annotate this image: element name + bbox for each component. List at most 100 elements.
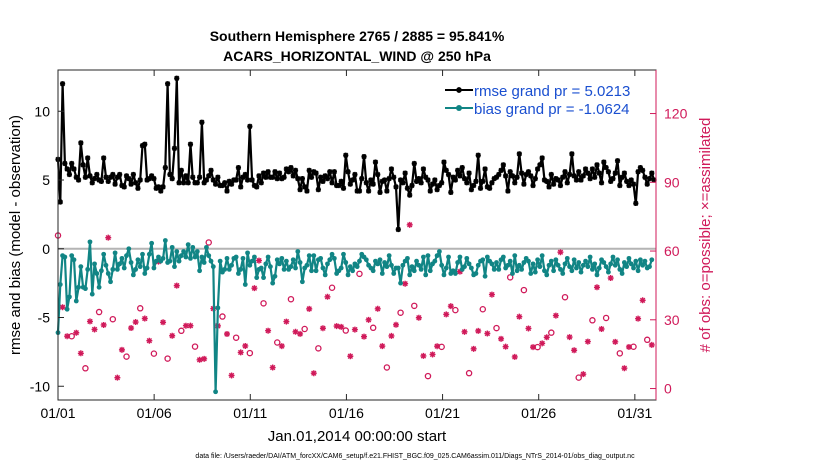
rmse-point (249, 177, 255, 183)
rmse-point (361, 154, 367, 160)
rmse-point (601, 159, 607, 165)
bias-point (580, 262, 586, 268)
rmse-point (644, 181, 650, 187)
rmse-point (190, 174, 196, 180)
obs-assimilated-marker (434, 343, 441, 350)
rmse-point (468, 187, 474, 193)
bias-point (185, 242, 191, 248)
plot-area (58, 70, 656, 400)
bias-point (585, 264, 591, 270)
obs-possible-marker (315, 345, 322, 352)
legend-bias-label: bias grand pr = -1.0624 (474, 101, 630, 118)
rmse-point (123, 173, 130, 179)
bias-point (384, 264, 390, 270)
bias-point (446, 254, 451, 260)
bias-point (592, 261, 598, 267)
rmse-point (162, 165, 168, 171)
obs-assimilated-marker (196, 356, 203, 363)
bias-point (624, 264, 630, 270)
obs-possible-marker (191, 343, 199, 350)
obs-assimilated-marker (77, 350, 84, 357)
bias-point (117, 261, 123, 267)
rmse-point (158, 188, 164, 194)
bias-point (350, 268, 356, 274)
bias-point (544, 272, 550, 278)
rmse-point (560, 174, 566, 180)
obs-assimilated-marker (169, 332, 176, 339)
rmse-point (356, 188, 363, 194)
rmse-point (557, 182, 564, 189)
rmse-point (155, 184, 162, 190)
bias-point (633, 258, 639, 264)
bias-point (357, 258, 362, 264)
obs-assimilated-marker (242, 342, 249, 349)
obs-assimilated-marker (319, 325, 326, 332)
rmse-point (101, 155, 107, 161)
bias-point (105, 271, 111, 276)
obs-possible-marker (150, 350, 158, 357)
bias-point (379, 271, 385, 276)
bias-point (288, 264, 294, 270)
bias-point (338, 265, 344, 271)
bias-point (108, 279, 113, 285)
bias-point (146, 251, 152, 257)
bias-point (626, 255, 632, 261)
rmse-point (171, 145, 178, 151)
rmse-point (404, 185, 411, 191)
obs-possible-marker (520, 286, 528, 294)
bias-point (242, 282, 248, 287)
rmse-point (121, 184, 127, 190)
rmse-point (509, 173, 516, 179)
bias-point (548, 258, 554, 264)
obs-assimilated-marker (187, 322, 194, 329)
rmse-point (107, 174, 114, 180)
rmse-point (265, 169, 271, 175)
rmse-point (461, 176, 468, 182)
rmse-point (562, 169, 568, 175)
x-tick-label: 01/01 (40, 405, 75, 421)
rmse-point (571, 173, 577, 179)
y-left-tick-label: -5 (38, 310, 51, 326)
rmse-point (381, 177, 388, 183)
rmse-point (78, 140, 84, 146)
obs-assimilated-marker (621, 365, 628, 372)
x-tick-label: 01/11 (233, 405, 267, 421)
rmse-point (503, 173, 509, 179)
obs-possible-marker (452, 306, 459, 314)
obs-count-points (54, 221, 655, 381)
bias-point (190, 244, 196, 250)
bias-point (441, 272, 447, 278)
x-tick-label: 01/21 (425, 405, 460, 421)
bias-point (421, 254, 426, 260)
rmse-point (544, 178, 550, 184)
rmse-point (550, 181, 557, 187)
bias-point (215, 305, 221, 311)
rmse-point (327, 169, 333, 175)
bias-point (596, 265, 602, 271)
rmse-point (130, 171, 136, 178)
rmse-point (292, 167, 299, 173)
rmse-point (596, 170, 602, 176)
obs-possible-marker (273, 339, 281, 346)
obs-possible-marker (123, 353, 130, 360)
bias-point (347, 264, 353, 270)
bias-point (283, 258, 289, 264)
bias-point (267, 264, 273, 270)
bias-point (475, 262, 481, 268)
bias-point (71, 257, 77, 263)
obs-assimilated-marker (100, 321, 107, 328)
bias-point (137, 264, 143, 270)
obs-assimilated-marker (118, 346, 125, 353)
bias-point (628, 261, 634, 267)
rmse-point (608, 178, 614, 184)
rmse-point (247, 123, 253, 129)
obs-assimilated-marker (461, 328, 468, 335)
rmse-point (507, 169, 513, 175)
obs-possible-marker (493, 324, 500, 332)
rmse-point (427, 188, 433, 194)
bias-point (427, 268, 433, 274)
obs-assimilated-marker (278, 343, 285, 350)
bias-point (114, 266, 120, 272)
bias-point (247, 262, 253, 268)
obs-assimilated-marker (639, 297, 646, 304)
